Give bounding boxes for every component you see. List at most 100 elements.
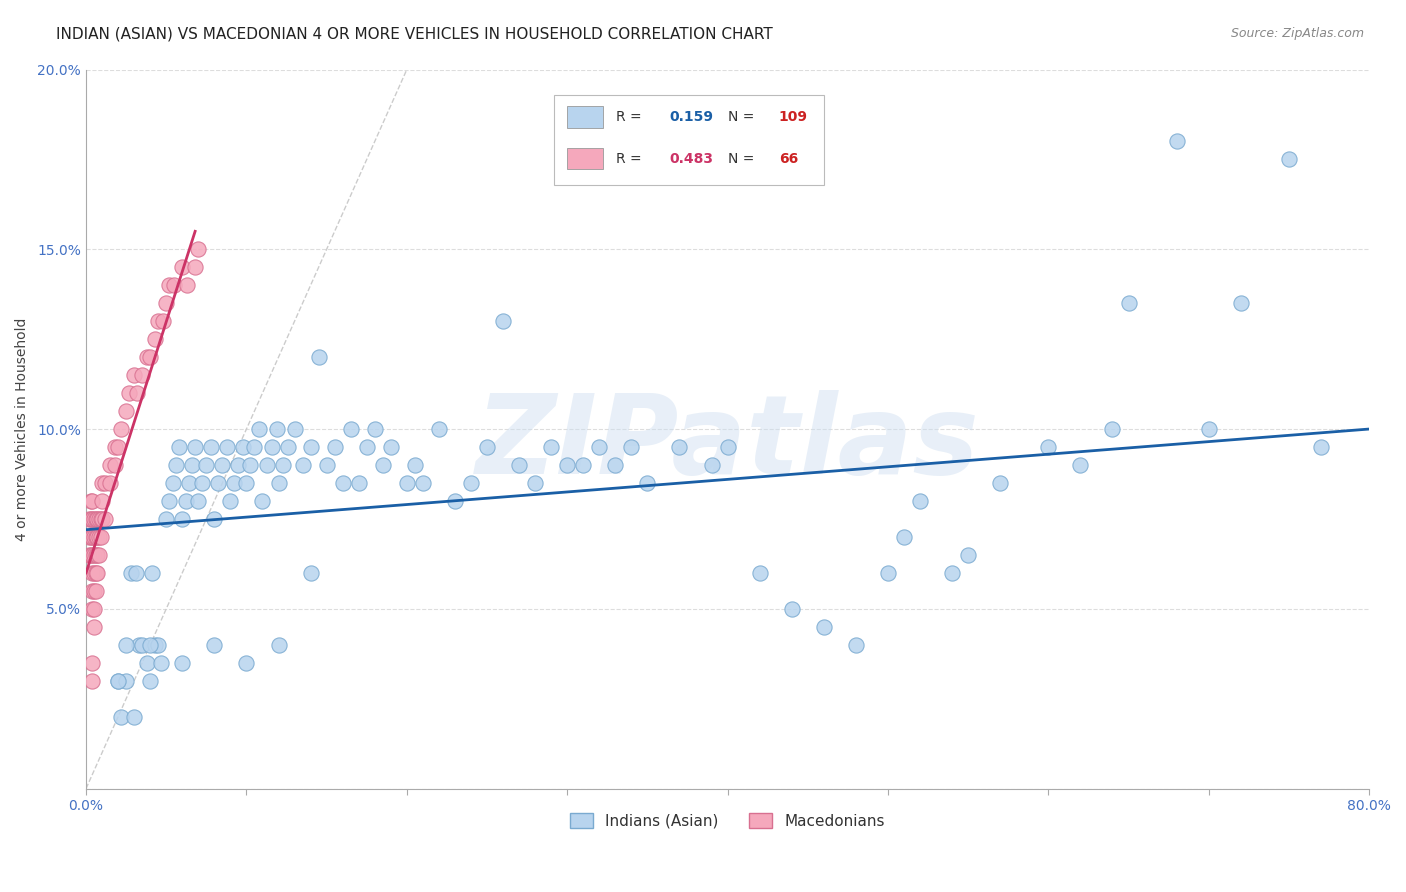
Point (266, 422, 288, 436)
Point (89, 530, 111, 544)
Point (235, 656, 257, 670)
Point (77, 548, 100, 562)
Point (131, 638, 153, 652)
Point (86, 530, 108, 544)
Point (86, 512, 108, 526)
Point (1101, 422, 1123, 436)
Point (941, 566, 963, 580)
Text: N =: N = (727, 152, 758, 166)
Point (165, 458, 187, 472)
Point (143, 638, 166, 652)
Point (291, 458, 314, 472)
Point (262, 440, 284, 454)
Point (110, 422, 132, 436)
Text: N =: N = (727, 110, 758, 124)
Point (174, 494, 197, 508)
Point (252, 494, 274, 508)
Point (167, 440, 190, 454)
Point (508, 458, 530, 472)
Point (299, 440, 322, 454)
Point (572, 458, 595, 472)
Point (283, 422, 305, 436)
Point (125, 566, 148, 580)
Text: 0.483: 0.483 (669, 152, 714, 166)
Point (163, 278, 186, 293)
Point (83, 601, 105, 615)
Point (180, 458, 202, 472)
Point (404, 458, 426, 472)
Point (87, 548, 110, 562)
Point (605, 458, 627, 472)
Point (247, 422, 270, 436)
Point (620, 440, 643, 454)
Point (82, 601, 104, 615)
Point (957, 548, 980, 562)
Point (128, 638, 150, 652)
Point (256, 458, 278, 472)
Point (299, 566, 322, 580)
Point (152, 314, 174, 328)
Point (115, 673, 138, 688)
Text: R =: R = (616, 110, 645, 124)
Point (115, 638, 138, 652)
Text: INDIAN (ASIAN) VS MACEDONIAN 4 OR MORE VEHICLES IN HOUSEHOLD CORRELATION CHART: INDIAN (ASIAN) VS MACEDONIAN 4 OR MORE V… (56, 27, 773, 42)
Point (80, 494, 103, 508)
Point (150, 656, 173, 670)
Point (700, 458, 723, 472)
Text: ZIPatlas: ZIPatlas (475, 390, 980, 497)
Point (588, 440, 610, 454)
Point (277, 440, 299, 454)
Point (86, 566, 108, 580)
Point (82, 566, 104, 580)
Point (444, 494, 467, 508)
Legend: Indians (Asian), Macedonians: Indians (Asian), Macedonians (564, 806, 891, 835)
Point (988, 475, 1011, 490)
Point (82, 656, 104, 670)
Point (80, 548, 103, 562)
Point (159, 494, 181, 508)
Text: 0.159: 0.159 (669, 110, 714, 124)
Point (162, 475, 184, 490)
Point (136, 656, 159, 670)
Point (104, 440, 127, 454)
Point (187, 494, 209, 508)
Point (77, 512, 100, 526)
Point (87, 512, 110, 526)
Point (187, 242, 209, 256)
Point (323, 440, 346, 454)
Point (332, 475, 354, 490)
Point (82, 494, 104, 508)
Point (1118, 296, 1140, 310)
Point (412, 475, 434, 490)
Point (83, 530, 105, 544)
Point (877, 566, 900, 580)
Point (82, 530, 104, 544)
Point (184, 440, 207, 454)
Point (155, 296, 177, 310)
Point (1310, 440, 1333, 454)
Point (136, 350, 159, 364)
Point (80, 512, 103, 526)
Point (232, 440, 254, 454)
Point (91, 475, 114, 490)
Point (748, 566, 770, 580)
Point (202, 638, 225, 652)
Point (202, 512, 225, 526)
Point (115, 404, 138, 418)
FancyBboxPatch shape (567, 106, 603, 128)
Point (347, 475, 370, 490)
Point (228, 458, 250, 472)
Point (555, 458, 578, 472)
Point (1166, 135, 1188, 149)
Point (94, 512, 117, 526)
Point (84, 530, 107, 544)
Point (475, 440, 498, 454)
Point (83, 620, 105, 634)
FancyBboxPatch shape (567, 148, 603, 169)
FancyBboxPatch shape (554, 95, 824, 185)
Point (184, 260, 207, 275)
Point (1069, 458, 1091, 472)
Point (716, 440, 738, 454)
Point (235, 475, 257, 490)
Point (84, 583, 107, 598)
